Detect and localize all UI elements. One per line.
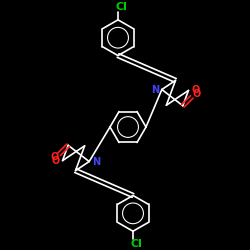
Text: O: O <box>193 89 201 99</box>
Text: Cl: Cl <box>130 239 142 249</box>
Text: N: N <box>151 84 159 94</box>
Text: N: N <box>92 156 100 166</box>
Text: O: O <box>50 152 58 162</box>
Text: O: O <box>191 86 200 96</box>
Text: O: O <box>52 156 60 166</box>
Text: Cl: Cl <box>115 2 127 12</box>
